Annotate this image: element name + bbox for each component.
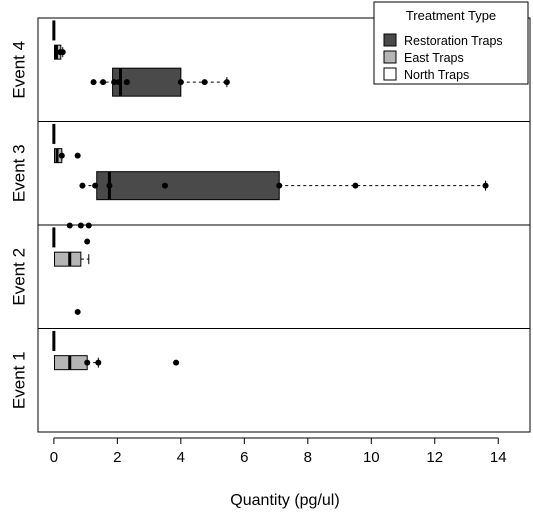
panel-label: Event 4 [9, 41, 28, 99]
data-point [352, 182, 359, 189]
group-restoration-traps [90, 67, 230, 97]
data-point [74, 152, 81, 159]
panel-frame [37, 224, 531, 329]
data-point [84, 359, 91, 366]
data-point [223, 79, 230, 86]
x-tick-label: 0 [50, 449, 58, 466]
data-point [74, 308, 81, 315]
x-tick-label: 6 [240, 449, 248, 466]
data-point [66, 222, 73, 229]
legend-title: Treatment Type [406, 8, 496, 23]
box [54, 251, 82, 267]
data-point [111, 79, 118, 86]
x-axis: 0 2 4 6 8 10 12 14 [50, 437, 507, 466]
data-point [85, 222, 92, 229]
legend-swatch [383, 33, 397, 47]
panel-label: Event 1 [9, 351, 28, 409]
legend-frame [373, 1, 529, 85]
data-point [100, 79, 107, 86]
x-tick-label: 2 [113, 449, 121, 466]
group-east-traps [54, 222, 92, 267]
panels: Event 4 Event 3 Event 2 Event 1 [9, 17, 531, 433]
data-point [482, 182, 489, 189]
x-tick-label: 14 [490, 449, 507, 466]
data-point [77, 222, 84, 229]
legend-entry: North Traps [404, 68, 469, 82]
x-tick-label: 4 [177, 449, 185, 466]
group-east-traps [54, 148, 81, 164]
data-point [90, 79, 97, 86]
data-point [276, 182, 283, 189]
data-point [95, 359, 102, 366]
legend-entry: East Traps [404, 51, 464, 65]
panel-label: Event 2 [9, 248, 28, 306]
panel-event-2: Event 2 [9, 222, 531, 329]
data-point [84, 238, 91, 245]
x-tick-label: 10 [363, 449, 380, 466]
panel-event-1: Event 1 [9, 328, 531, 433]
data-point [79, 182, 86, 189]
group-east-traps [54, 355, 180, 371]
x-tick-label: 8 [304, 449, 312, 466]
x-tick-label: 12 [426, 449, 443, 466]
data-point [201, 79, 208, 86]
data-point [123, 79, 130, 86]
box [112, 67, 182, 97]
legend: Treatment Type Restoration Traps East Trap… [373, 1, 529, 85]
box [96, 171, 280, 201]
data-point [106, 182, 113, 189]
legend-swatch [383, 67, 397, 81]
data-point [115, 79, 122, 86]
x-axis-label: Quantity (pg/ul) [230, 492, 339, 509]
group-restoration-traps [79, 171, 489, 201]
panel-frame [37, 328, 531, 433]
group-east-traps [54, 44, 66, 60]
legend-swatch [383, 50, 397, 64]
data-point [92, 182, 99, 189]
legend-entry: Restoration Traps [404, 34, 503, 48]
data-point [161, 182, 168, 189]
data-point [59, 49, 66, 56]
data-point [58, 152, 65, 159]
group-restoration-traps [74, 238, 91, 315]
panel-label: Event 3 [9, 144, 28, 202]
data-point [173, 359, 180, 366]
panel-event-3: Event 3 [9, 121, 531, 226]
data-point [177, 79, 184, 86]
